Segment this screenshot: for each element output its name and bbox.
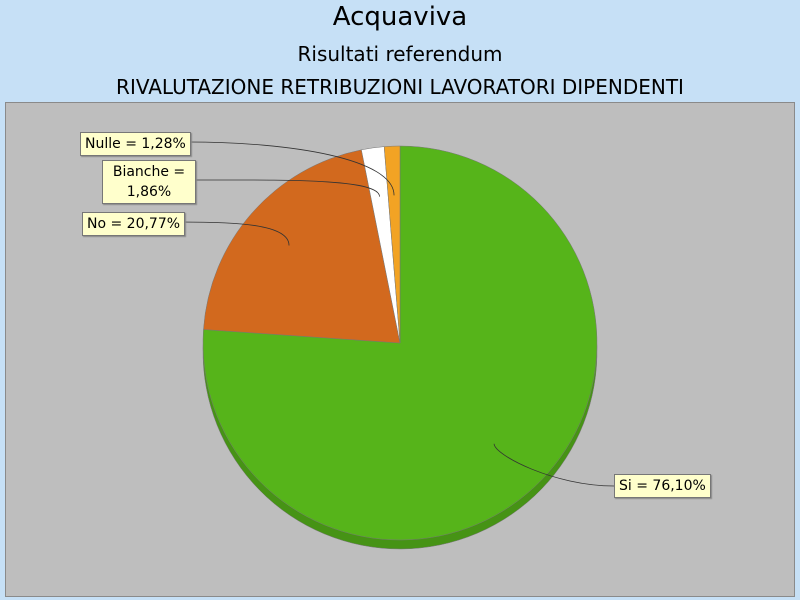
data-label: Nulle = 1,28% xyxy=(80,132,191,156)
leader-line xyxy=(187,179,380,197)
leader-line xyxy=(179,221,290,246)
leader-line xyxy=(187,141,395,196)
slice xyxy=(383,145,401,344)
slice xyxy=(202,145,598,541)
data-label: Bianche = 1,86% xyxy=(102,160,196,204)
chart-title: Acquaviva xyxy=(332,2,468,32)
data-label: Si = 76,10% xyxy=(614,474,711,498)
slice xyxy=(203,149,401,344)
chart-subtitle: RIVALUTAZIONE RETRIBUZIONI LAVORATORI DI… xyxy=(116,75,684,99)
data-label: No = 20,77% xyxy=(82,212,186,236)
chart-subtitle: Risultati referendum xyxy=(297,42,503,66)
leader-line xyxy=(493,443,615,487)
